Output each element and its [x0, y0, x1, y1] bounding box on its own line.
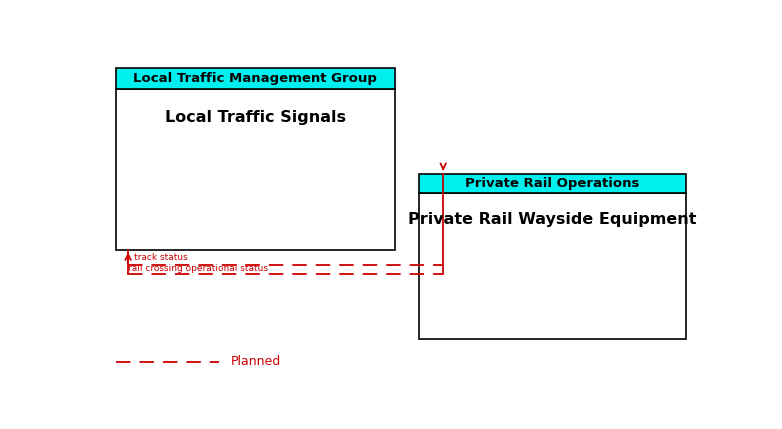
- Bar: [419, 193, 686, 339]
- Text: Planned: Planned: [231, 356, 282, 369]
- Text: track status: track status: [135, 253, 188, 262]
- Bar: [116, 68, 395, 89]
- Text: Private Rail Operations: Private Rail Operations: [465, 177, 640, 190]
- Text: Local Traffic Management Group: Local Traffic Management Group: [134, 72, 377, 85]
- Bar: [116, 89, 395, 250]
- Bar: [419, 174, 686, 193]
- Text: Private Rail Wayside Equipment: Private Rail Wayside Equipment: [408, 211, 697, 227]
- Text: Local Traffic Signals: Local Traffic Signals: [165, 110, 346, 125]
- Text: rail crossing operational status: rail crossing operational status: [128, 264, 268, 273]
